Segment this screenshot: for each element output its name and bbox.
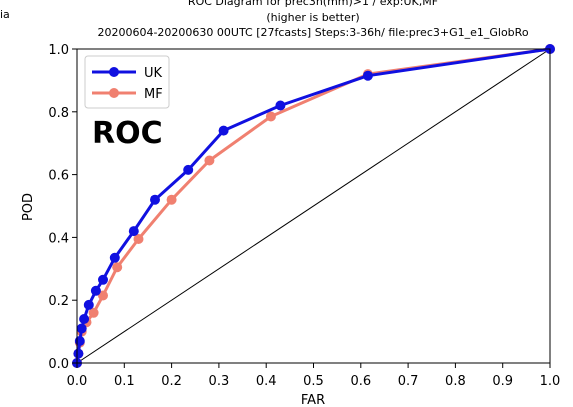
- point-uk: [90, 285, 101, 296]
- point-uk: [275, 100, 286, 111]
- x-tick-label: 0.1: [114, 374, 135, 389]
- no-skill-diagonal: [76, 48, 551, 364]
- x-tick-label: 0.9: [492, 374, 513, 389]
- y-tick-label: 0.0: [48, 357, 69, 372]
- y-tick-label: 1.0: [48, 43, 69, 58]
- legend-label-mf: MF: [144, 87, 163, 102]
- point-mf: [166, 194, 177, 205]
- y-tick-label: 0.6: [48, 169, 69, 184]
- point-mf: [112, 262, 123, 273]
- point-uk: [74, 336, 85, 346]
- x-tick-label: 0.8: [445, 374, 466, 389]
- x-tick-label: 0.0: [67, 374, 88, 389]
- point-uk: [83, 299, 94, 310]
- x-tick-label: 0.3: [209, 374, 230, 389]
- point-uk: [150, 194, 160, 205]
- x-tick-label: 0.5: [303, 374, 324, 389]
- point-uk: [98, 274, 108, 285]
- point-mf: [133, 234, 144, 244]
- chart-subtitle: (higher is better): [266, 11, 359, 24]
- point-uk: [183, 164, 194, 175]
- chart-title: ROC Diagram for prec3h(mm)>1 / exp:UK,MF: [188, 0, 438, 8]
- point-uk: [362, 70, 373, 81]
- left-edge-text: ia: [0, 8, 10, 21]
- point-mf: [98, 290, 108, 301]
- legend-label-uk: UK: [144, 66, 163, 81]
- y-tick-label: 0.4: [48, 231, 69, 246]
- point-uk: [73, 348, 84, 359]
- y-tick-label: 0.8: [48, 106, 69, 121]
- x-axis-label: FAR: [301, 393, 325, 407]
- series-uk: [72, 44, 555, 368]
- point-uk: [76, 323, 87, 334]
- legend-box: [84, 55, 170, 109]
- y-axis-label: POD: [21, 193, 36, 221]
- x-tick-label: 0.7: [398, 374, 419, 389]
- roc-annotation: ROC: [92, 116, 163, 151]
- series-line-uk: [75, 47, 551, 364]
- point-uk: [79, 314, 90, 324]
- point-uk: [218, 125, 229, 136]
- x-tick-label: 0.6: [350, 374, 371, 389]
- legend: UK MF: [84, 55, 170, 109]
- x-tick-label: 1.0: [540, 374, 561, 389]
- point-mf: [265, 111, 276, 122]
- legend-marker-mf: [109, 88, 119, 98]
- legend-marker-uk: [109, 67, 119, 77]
- point-mf: [88, 307, 99, 318]
- x-tick-label: 0.4: [256, 374, 277, 389]
- y-tick-label: 0.2: [48, 294, 69, 309]
- point-uk: [109, 252, 120, 263]
- x-tick-label: 0.2: [161, 374, 182, 389]
- point-mf: [204, 155, 215, 166]
- point-uk: [128, 226, 139, 237]
- chart-info-line: 20200604-20200630 00UTC [27fcasts] Steps…: [97, 26, 528, 39]
